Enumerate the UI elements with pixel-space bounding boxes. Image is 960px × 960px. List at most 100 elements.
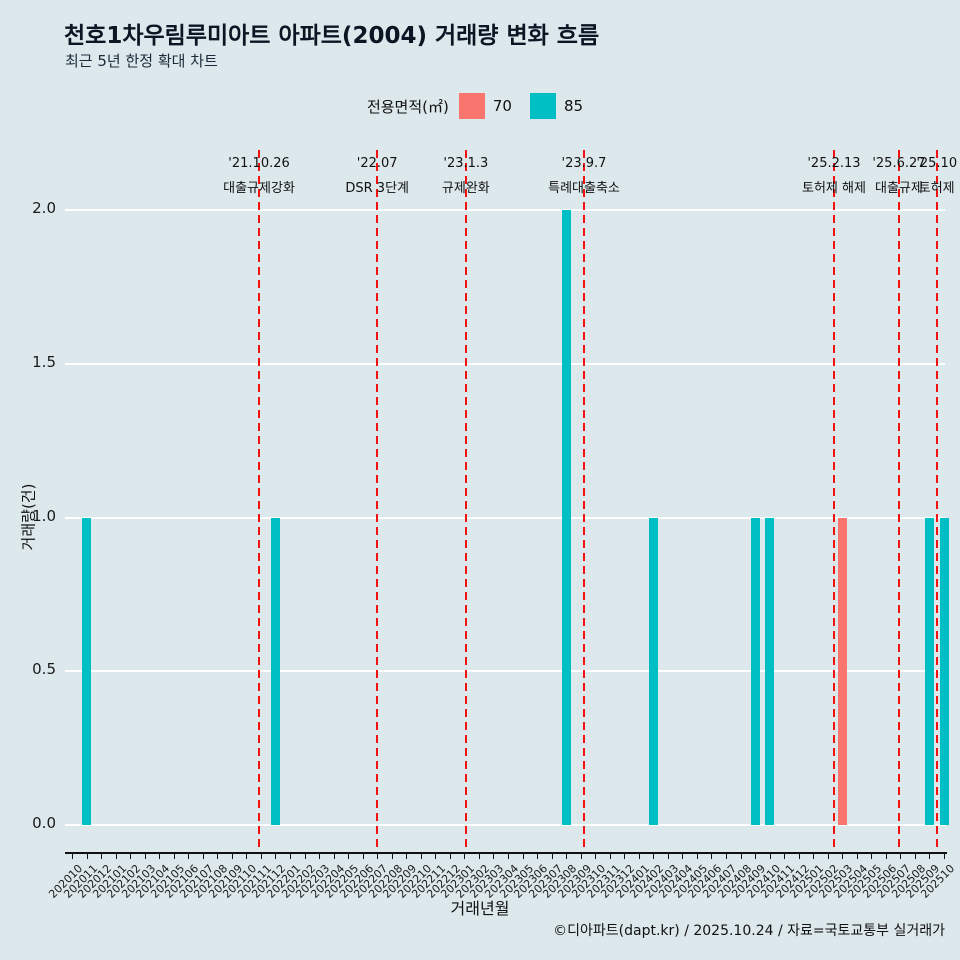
x-axis-title: 거래년월 [450,899,510,918]
legend-label-70: 70 [492,97,512,115]
event-date: '25.10 [916,156,958,171]
x-tick [551,854,553,859]
x-tick [449,854,451,859]
x-tick [173,854,175,859]
y-tick-label: 1.5 [32,352,56,371]
x-tick [217,854,219,859]
event-label: 토허제 해제 [802,181,866,196]
x-tick [72,854,73,859]
x-tick [144,854,146,859]
event-date: '22.07 [356,156,398,171]
event-date: '25.2.13 [807,156,861,171]
x-tick [130,854,132,859]
event-label: 규제완화 [441,181,490,196]
event-date: '21.10.26 [228,156,290,171]
x-tick [246,854,248,859]
event-label: 대출규제 [875,181,923,196]
x-tick [537,854,539,859]
x-tick [406,854,408,859]
x-tick [348,854,350,859]
y-tick-label: 1.0 [32,506,56,525]
x-tick [842,854,844,859]
x-tick [638,854,640,859]
x-tick [478,854,480,859]
x-tick [682,854,684,859]
legend: 전용면적(㎡) 70 85 [0,90,960,122]
x-tick [944,854,945,859]
bar-85-202410 [765,517,775,825]
bar-85-202510 [939,517,949,825]
legend-swatch-70 [458,93,485,119]
x-tick [856,854,858,859]
x-tick [260,854,262,859]
x-tick [900,854,902,859]
event-label: 토허제 [918,181,955,196]
x-tick [784,854,786,859]
bar-85-202402 [648,517,658,825]
event-date: '23.1.3 [443,156,489,171]
x-tick [275,854,277,859]
x-tick [740,854,742,859]
y-tick-label: 0.0 [32,814,56,832]
bar-85-202011 [82,517,92,825]
y-tick-label: 0.5 [32,660,56,679]
event-date: '23.9.7 [561,156,607,171]
bar-85-202308 [561,210,571,825]
event-line [583,150,585,850]
x-tick [885,854,887,859]
x-tick [377,854,379,859]
x-tick [319,854,321,859]
x-axis-line [65,852,947,854]
x-tick [798,854,800,859]
x-tick [580,854,582,859]
x-tick [435,854,437,859]
page-subtitle: 최근 5년 한정 확대 차트 [65,52,218,70]
x-tick [871,854,873,859]
x-tick [159,854,161,859]
gridline [65,670,945,673]
event-date: '25.6.27 [872,156,926,171]
event-line [258,150,261,850]
x-tick [522,854,524,859]
x-tick [566,854,568,859]
bar-85-202509 [924,517,934,825]
event-label: DSR 3단계 [345,181,409,196]
x-tick [231,854,233,859]
event-line [935,150,938,850]
x-tick [464,854,466,859]
x-tick [304,854,306,859]
event-label: 특례대출축소 [548,181,620,196]
x-tick [696,854,698,859]
bar-70-202503 [837,517,847,825]
x-tick [202,854,204,859]
y-tick-label: 2.0 [32,199,56,217]
x-tick [624,854,626,859]
x-tick [86,854,88,859]
x-tick [609,854,611,859]
bar-85-202112 [270,517,280,825]
event-line [376,150,379,850]
x-tick [595,854,597,859]
event-line [897,150,900,850]
x-tick [362,854,364,859]
gridline [65,209,945,211]
x-tick [653,854,655,859]
x-tick [290,854,291,859]
x-tick [188,854,190,859]
legend-title: 전용면적(㎡) [366,97,449,116]
x-tick [493,854,495,859]
x-tick [115,854,117,859]
x-tick [391,854,393,859]
x-tick [813,854,815,859]
x-tick [755,854,757,859]
x-tick [667,854,669,859]
footer-credit: ©디아파트(dapt.kr) / 2025.10.24 / 자료=국토교통부 실… [553,923,945,939]
x-tick [914,854,916,859]
legend-swatch-85 [529,93,556,119]
bar-85-202409 [750,517,760,825]
x-tick [726,854,727,859]
event-line [832,150,835,850]
x-tick [769,854,771,859]
event-label: 대출규제강화 [223,181,295,196]
